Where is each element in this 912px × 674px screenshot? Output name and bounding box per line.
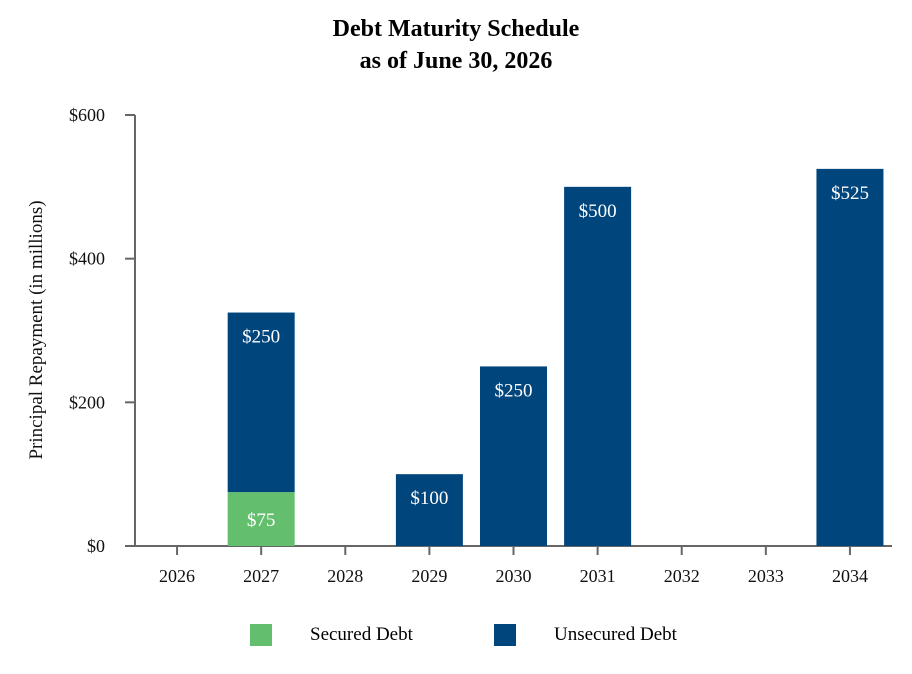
data-label-2027: $250 [242, 327, 280, 348]
y-axis-title: Principal Repayment (in millions) [26, 200, 47, 459]
data-label-2030: $250 [495, 380, 533, 401]
y-tick-label: $0 [87, 536, 105, 556]
x-tick-label-2031: 2031 [580, 566, 616, 586]
x-tick-label-2033: 2033 [748, 566, 784, 586]
legend: Secured Debt Unsecured Debt [0, 620, 912, 650]
x-tick-label-2026: 2026 [159, 566, 195, 586]
x-tick-label-2028: 2028 [327, 566, 363, 586]
x-tick-label-2034: 2034 [832, 566, 868, 586]
data-label-2027: $75 [247, 510, 276, 531]
data-label-2029: $100 [410, 488, 448, 509]
chart-subtitle: as of June 30, 2026 [359, 48, 553, 74]
bar-unsecured-debt-2034 [816, 168, 884, 546]
bar-secured-debt-2027 [227, 492, 295, 546]
bar-unsecured-debt-2027 [227, 312, 295, 493]
bar-unsecured-debt-2029 [395, 474, 463, 546]
y-tick-label: $200 [69, 392, 105, 412]
data-label-2031: $500 [579, 201, 617, 222]
bar-unsecured-debt-2031 [564, 186, 632, 547]
x-tick-label-2029: 2029 [411, 566, 447, 586]
data-label-2034: $525 [831, 183, 869, 204]
y-tick-label: $400 [69, 249, 105, 269]
legend-swatch-secured-debt [250, 624, 272, 646]
legend-swatch-unsecured-debt [494, 624, 516, 646]
bar-unsecured-debt-2030 [480, 366, 547, 546]
x-tick-label-2030: 2030 [496, 566, 532, 586]
x-tick-label-2032: 2032 [664, 566, 700, 586]
legend-label-unsecured-debt: Unsecured Debt [554, 624, 677, 645]
x-tick-label-2027: 2027 [243, 566, 279, 586]
chart-title: Debt Maturity Schedule [332, 16, 580, 42]
legend-label-secured-debt: Secured Debt [310, 624, 413, 645]
y-tick-label: $600 [69, 105, 105, 125]
